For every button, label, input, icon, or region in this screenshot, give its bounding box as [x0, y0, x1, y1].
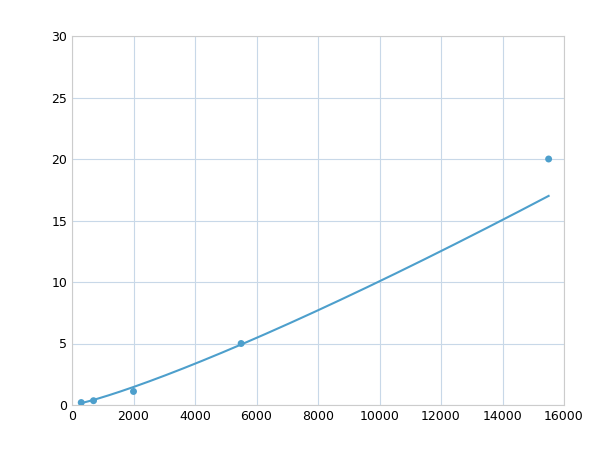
Point [544, 155, 553, 162]
Point [128, 388, 138, 395]
Point [236, 340, 246, 347]
Point [76, 399, 86, 406]
Point [89, 397, 98, 404]
